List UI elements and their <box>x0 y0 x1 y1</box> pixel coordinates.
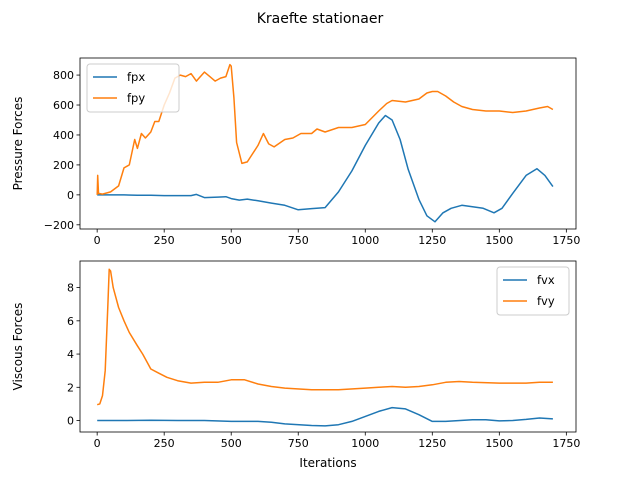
x-tick-label: 1500 <box>485 234 513 247</box>
y-tick-label: 8 <box>67 282 74 295</box>
x-tick-label: 1250 <box>418 234 446 247</box>
subplot-1: 0 250 500 750 1000 1250 1500 1750 −200 0 200 400 600… <box>11 57 580 247</box>
x-tick-label: 1750 <box>552 234 580 247</box>
legend-box <box>496 266 570 316</box>
y-tick-label: 600 <box>53 99 74 112</box>
legend: fvx fvy <box>496 266 570 316</box>
x-tick-label: 1500 <box>485 437 513 450</box>
legend-box <box>86 63 180 113</box>
x-tick-label: 0 <box>94 437 101 450</box>
x-tick-label: 750 <box>288 437 309 450</box>
y-tick-label: 4 <box>67 348 74 361</box>
y-axis-label: Viscous Forces <box>11 303 25 391</box>
y-tick-label: 0 <box>67 415 74 428</box>
x-tick-label: 750 <box>288 234 309 247</box>
x-tick-label: 1750 <box>552 437 580 450</box>
legend-label-fvx: fvx <box>537 273 555 287</box>
legend: fpx fpy <box>86 63 180 113</box>
y-tick-label: 400 <box>53 129 74 142</box>
y-tick-label: 800 <box>53 69 74 82</box>
series-line-fvx <box>97 406 553 427</box>
x-tick-label: 500 <box>221 234 242 247</box>
x-tick-label: 1000 <box>351 234 379 247</box>
legend-label-fpy: fpy <box>127 91 145 105</box>
legend-label-fpx: fpx <box>127 70 145 84</box>
x-tick-label: 1000 <box>351 437 379 450</box>
x-tick-label: 500 <box>221 437 242 450</box>
axes-frame <box>79 260 577 433</box>
series-line-fpx <box>97 114 554 223</box>
y-tick-label: 200 <box>53 159 74 172</box>
x-axis-label: Iterations <box>299 456 356 470</box>
series-line-fvy <box>96 268 553 406</box>
x-tick-label: 250 <box>154 437 175 450</box>
y-tick-label: −200 <box>44 219 74 232</box>
legend-label-fvy: fvy <box>537 294 555 308</box>
x-tick-label: 250 <box>154 234 175 247</box>
series-line-fpy <box>96 63 554 195</box>
axes-frame <box>79 57 577 230</box>
x-tick-label: 0 <box>94 234 101 247</box>
y-tick-label: 0 <box>67 189 74 202</box>
y-tick-label: 2 <box>67 381 74 394</box>
y-axis-label: Pressure Forces <box>11 97 25 191</box>
subplot-2: 0 250 500 750 1000 1250 1500 1750 0 2 4 6 8 Viscous F… <box>11 260 580 470</box>
y-tick-label: 6 <box>67 315 74 328</box>
x-tick-label: 1250 <box>418 437 446 450</box>
figure-title: Kraefte stationaer <box>257 11 384 27</box>
